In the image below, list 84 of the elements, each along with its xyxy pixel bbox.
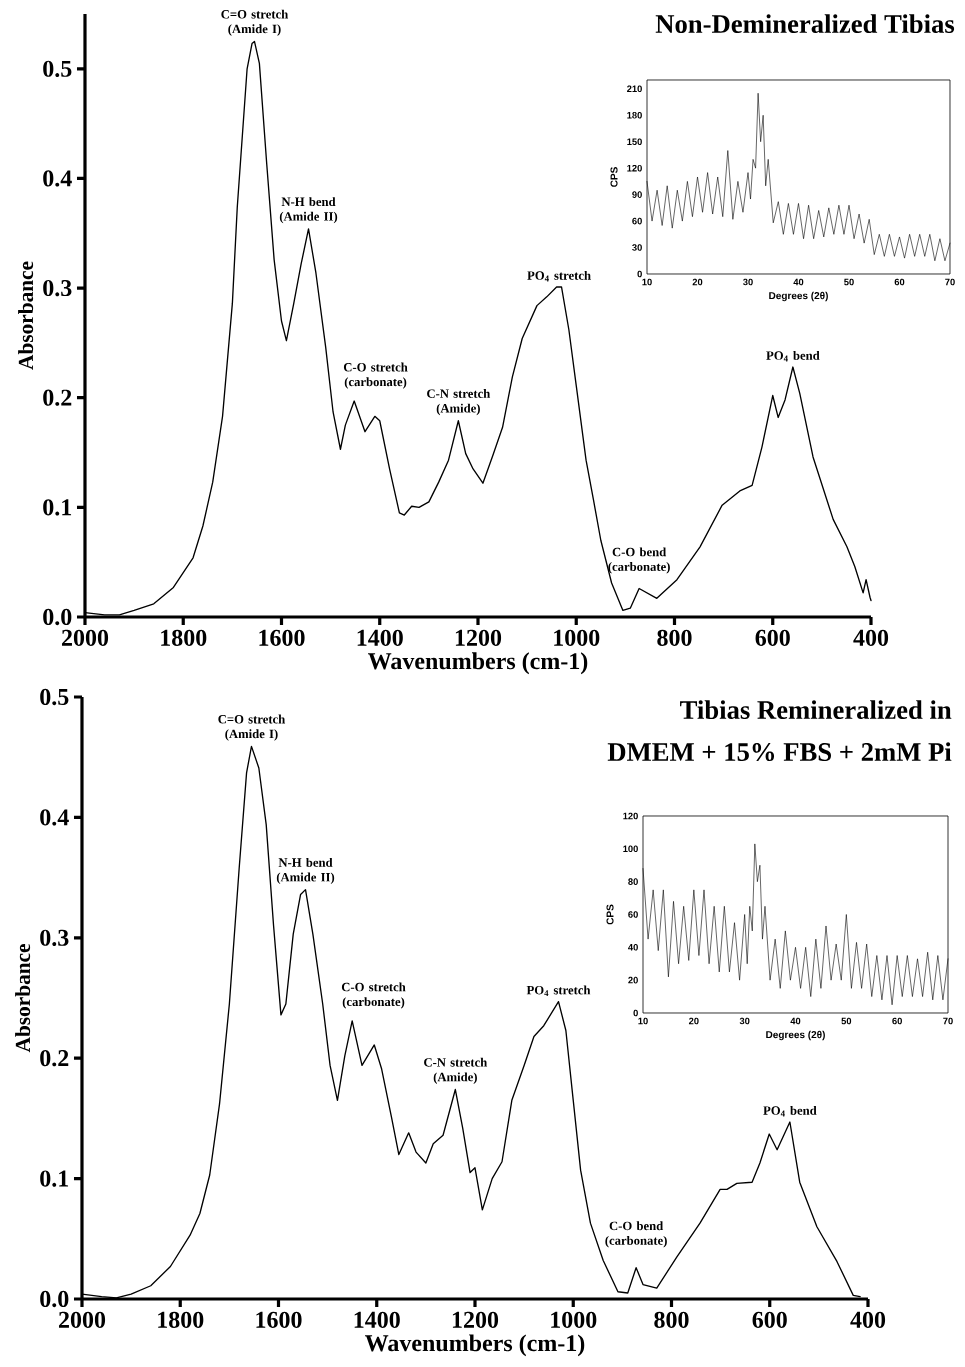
x-tick-label: 800 — [654, 1311, 689, 1328]
y-tick-label: 120 — [627, 164, 642, 172]
y-tick-label: 180 — [627, 111, 642, 119]
x-tick-label: 30 — [743, 278, 753, 286]
x-tick-label: 600 — [752, 1311, 787, 1328]
y-tick-label: 210 — [627, 85, 642, 93]
x-axis-title: Wavenumbers (cm-1) — [365, 1334, 585, 1357]
y-tick-label: 40 — [628, 944, 638, 951]
x-tick-label: 2000 — [61, 629, 109, 646]
text: DMEM + 15% FBS + 2mM Pi — [607, 742, 952, 762]
annotation: C-N stretch (Amide) — [424, 1057, 488, 1084]
y-tick-label: 0.0 — [40, 1290, 69, 1308]
x-tick-label: 50 — [841, 1017, 852, 1025]
y-tick-label: 0.3 — [43, 279, 72, 297]
x-tick-label: 1200 — [452, 1311, 499, 1328]
x-tick-label: 20 — [692, 278, 703, 286]
y-tick-label: 0.5 — [43, 60, 72, 77]
annotation: N-H bend (Amide II) — [279, 197, 338, 224]
x-tick-label: 20 — [688, 1017, 699, 1025]
chart-title: Tibias Remineralized in — [680, 700, 952, 720]
x-axis-title: Degrees (2θ) — [766, 1030, 825, 1041]
x-tick-label: 1000 — [551, 1311, 597, 1328]
y-tick-label: 0.1 — [43, 499, 72, 516]
x-tick-label: 40 — [793, 278, 804, 286]
y-tick-label: 0.0 — [43, 608, 72, 626]
y-tick-label: 150 — [627, 138, 642, 146]
annotation: C-N stretch (Amide) — [427, 389, 491, 416]
x-tick-label: 60 — [894, 278, 905, 286]
y-axis-title: Absorbance — [15, 944, 31, 1053]
x-tick-label: 1200 — [455, 629, 502, 646]
y-tick-label: 0.2 — [40, 1050, 69, 1067]
y-tick-label: 0.4 — [40, 809, 69, 826]
x-tick-label: 60 — [892, 1017, 902, 1025]
y-tick-label: 20 — [628, 976, 638, 984]
x-axis-title: Wavenumbers (cm-1) — [368, 652, 588, 675]
y-tick-label: 0.4 — [43, 170, 72, 187]
x-tick-label: 10 — [642, 278, 652, 286]
annotation: PO$_{4}$ stretch — [526, 985, 591, 997]
x-tick-label: 40 — [790, 1017, 801, 1025]
x-tick-label: 1800 — [161, 629, 207, 646]
annotation: C-O stretch (carbonate) — [343, 362, 408, 389]
x-tick-label: 2000 — [58, 1311, 106, 1328]
y-tick-label: 120 — [623, 812, 638, 820]
x-tick-label: 1800 — [158, 1311, 204, 1328]
y-tick-label: 0 — [637, 270, 642, 278]
x-tick-label: 400 — [850, 1311, 886, 1328]
annotation: C-O bend (carbonate) — [605, 1221, 667, 1248]
x-tick-label: 70 — [943, 1017, 953, 1025]
y-tick-label: 100 — [623, 845, 638, 853]
x-tick-label: 50 — [844, 278, 854, 286]
y-tick-label: 0.3 — [40, 929, 69, 946]
x-tick-label: 30 — [739, 1017, 750, 1025]
annotation: C-O bend (carbonate) — [608, 547, 670, 574]
y-tick-label: 90 — [632, 191, 642, 198]
y-tick-label: 0.2 — [43, 389, 72, 406]
annotation: N-H bend (Amide II) — [276, 857, 335, 885]
x-tick-label: 800 — [657, 629, 692, 646]
annotation: PO$_{4}$ stretch — [527, 270, 591, 282]
y-tick-label: 60 — [632, 217, 642, 225]
chart-title: Non-Demineralized Tibias — [655, 14, 955, 34]
y-axis-title: CPS — [610, 167, 618, 187]
x-tick-label: 10 — [638, 1017, 648, 1025]
x-tick-label: 70 — [945, 278, 955, 286]
y-tick-label: 0 — [633, 1009, 638, 1017]
x-tick-label: 1000 — [554, 629, 600, 646]
x-axis-title: Degrees (2θ) — [769, 291, 828, 302]
y-tick-label: 80 — [628, 878, 638, 885]
x-tick-label: 1600 — [256, 1311, 302, 1328]
y-tick-label: 30 — [632, 244, 642, 251]
annotation: PO$_{4}$ bend — [763, 1105, 817, 1117]
y-axis-title: CPS — [606, 904, 614, 925]
x-tick-label: 1600 — [259, 629, 305, 646]
x-tick-label: 1400 — [357, 629, 403, 646]
x-tick-label: 600 — [755, 629, 790, 646]
y-axis-title: Absorbance — [18, 261, 34, 370]
x-tick-label: 1400 — [354, 1311, 400, 1328]
y-tick-label: 0.1 — [40, 1170, 69, 1187]
y-tick-label: 0.5 — [40, 688, 69, 706]
annotation: C=O stretch (Amide I) — [218, 714, 286, 741]
x-tick-label: 400 — [853, 629, 889, 646]
annotation: C=O stretch (Amide I) — [221, 9, 289, 36]
annotation: PO$_{4}$ bend — [766, 350, 820, 362]
y-tick-label: 60 — [628, 911, 638, 918]
annotation: C-O stretch (carbonate) — [341, 982, 406, 1009]
